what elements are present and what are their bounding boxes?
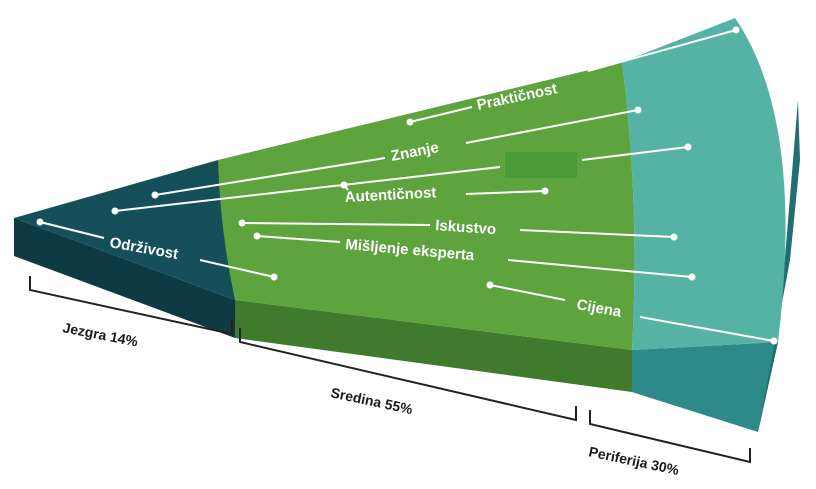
segment-label-jezgra: Jezgra 14% xyxy=(61,319,139,349)
bracket-periferija xyxy=(589,410,751,464)
periphery-side xyxy=(632,342,778,432)
segment-label-sredina: Sredina 55% xyxy=(329,384,414,417)
segment-label-periferija: Periferija 30% xyxy=(587,443,681,478)
core-segment xyxy=(14,160,240,300)
znanje-dot-right xyxy=(634,106,642,114)
misljenje-dot-right xyxy=(688,273,696,281)
cijena-dot-left xyxy=(486,281,494,289)
bracket-jezgra xyxy=(29,276,233,336)
autenticnost-dot-right xyxy=(541,187,549,195)
middle-side xyxy=(235,300,632,392)
znanje-dot-left xyxy=(151,191,159,199)
misljenje-dot-left xyxy=(253,232,261,240)
prakticnost-dot-right xyxy=(732,26,740,34)
hidden-dot-right xyxy=(684,143,692,151)
hidden-label-box xyxy=(505,152,577,178)
autenticnost-dot-left xyxy=(340,181,348,189)
prakticnost-dot-left xyxy=(406,118,414,126)
iskustvo-dot-left xyxy=(238,219,246,227)
cijena-dot-right xyxy=(770,337,778,345)
bracket-sredina xyxy=(239,328,577,422)
label-autenticnost: Autentičnost xyxy=(344,184,436,206)
periphery-segment xyxy=(622,18,786,350)
middle-segment xyxy=(218,62,635,350)
iskustvo-dot-right xyxy=(670,233,678,241)
periphery-edge xyxy=(758,100,800,432)
odrzivost-dot-right xyxy=(270,273,278,281)
core-side xyxy=(14,218,235,338)
label-iskustvo: Iskustvo xyxy=(435,217,497,238)
hidden-dot-left xyxy=(111,207,119,215)
odrzivost-dot-left xyxy=(36,218,44,226)
